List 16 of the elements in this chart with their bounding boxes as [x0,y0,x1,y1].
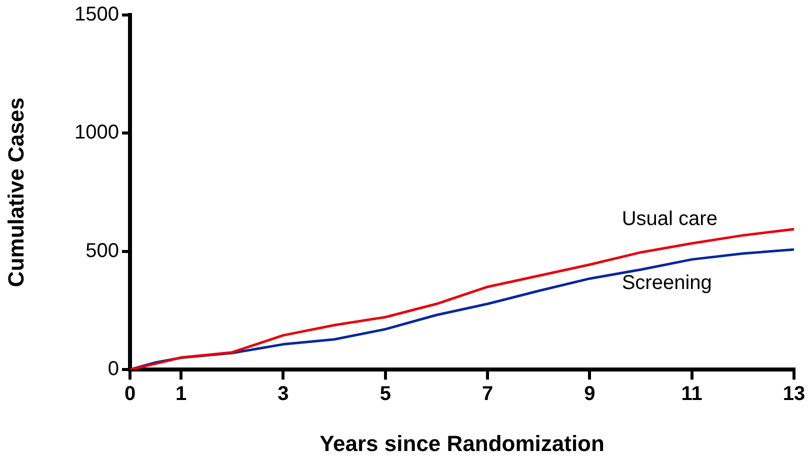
y-tick-label: 500 [86,240,119,262]
y-tick-label: 1500 [74,4,119,26]
x-tick-label: 3 [278,383,289,406]
x-tick-label: 13 [782,383,806,406]
x-tick-label: 11 [681,383,702,406]
x-tick-label: 9 [584,383,596,406]
x-tick-label: 7 [482,383,494,406]
y-tick-label: 1000 [74,122,119,144]
series-label: Usual care [622,208,718,230]
y-axis-title: Cumulative Cases [3,98,28,288]
x-tick-label: 1 [176,383,187,406]
y-tick-label: 0 [108,358,119,380]
series-label: Screening [622,272,712,294]
x-tick-label: 0 [124,383,136,406]
x-tick-label: 5 [380,383,391,406]
x-axis-title: Years since Randomization [320,430,604,456]
